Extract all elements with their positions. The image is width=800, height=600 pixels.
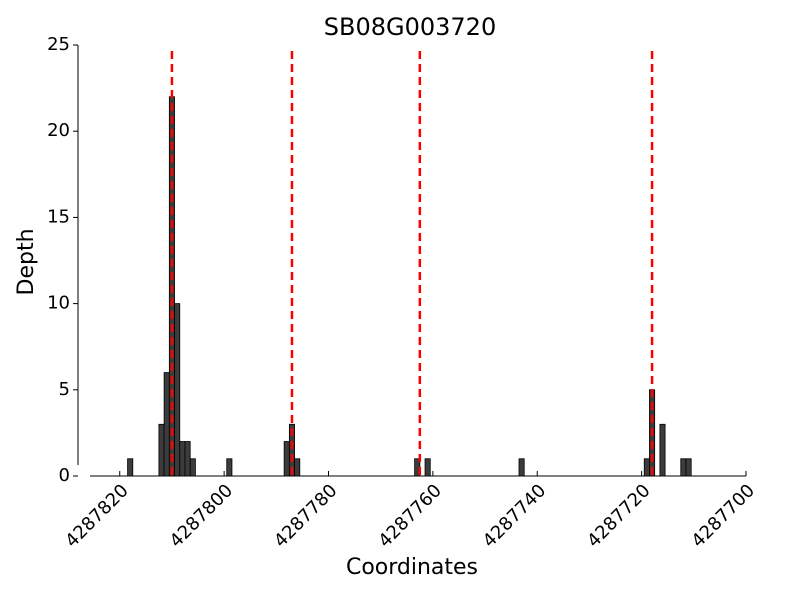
- x-axis-label: Coordinates: [346, 555, 478, 580]
- bar: [643, 458, 650, 477]
- y-tick-label: 15: [47, 206, 70, 227]
- bar: [294, 458, 301, 477]
- x-tick-label: 4287700: [688, 480, 760, 552]
- bar: [659, 423, 666, 477]
- x-tick-label: 4287760: [374, 480, 446, 552]
- bar: [226, 458, 233, 477]
- bar: [518, 458, 525, 477]
- y-tick-label: 25: [47, 34, 70, 55]
- y-axis-label: Depth: [14, 228, 39, 295]
- x-tick-label: 4287800: [166, 480, 238, 552]
- x-tick-label: 4287740: [479, 480, 551, 552]
- y-tick-label: 0: [59, 465, 70, 486]
- bar: [174, 303, 181, 477]
- bar: [685, 458, 692, 477]
- bar: [288, 423, 295, 477]
- bar: [184, 441, 191, 477]
- y-tick-label: 5: [59, 379, 70, 400]
- bar: [158, 423, 165, 477]
- y-tick-label: 10: [47, 293, 70, 314]
- bar: [189, 458, 196, 477]
- bar: [283, 441, 290, 477]
- bar: [680, 458, 687, 477]
- bar: [163, 372, 170, 477]
- bar: [127, 458, 134, 477]
- bar: [179, 441, 186, 477]
- bar: [424, 458, 431, 477]
- x-tick-label: 4287780: [270, 480, 342, 552]
- x-tick-label: 4287720: [583, 480, 655, 552]
- y-tick-label: 20: [47, 120, 70, 141]
- chart-title: SB08G003720: [324, 13, 496, 41]
- x-tick-label: 4287820: [61, 480, 133, 552]
